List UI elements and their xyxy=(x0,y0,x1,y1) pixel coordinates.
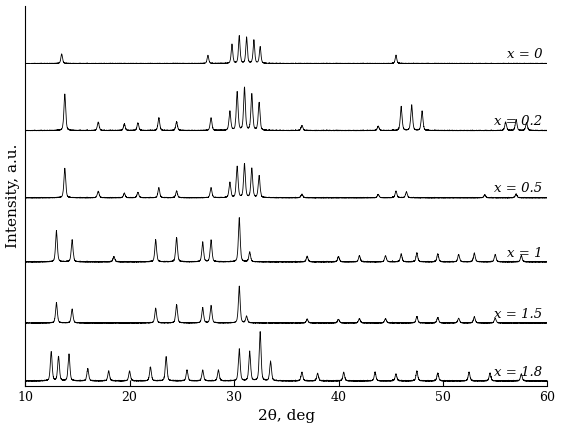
Text: x = 1.5: x = 1.5 xyxy=(494,308,542,321)
Text: x = 0: x = 0 xyxy=(507,48,542,61)
Text: x = 1.8: x = 1.8 xyxy=(494,366,542,379)
Text: x = 0.5: x = 0.5 xyxy=(494,182,542,196)
Text: x = 0.2: x = 0.2 xyxy=(494,115,542,128)
Y-axis label: Intensity, a.u.: Intensity, a.u. xyxy=(6,144,20,248)
X-axis label: 2θ, deg: 2θ, deg xyxy=(257,409,315,423)
Text: x = 1: x = 1 xyxy=(507,247,542,260)
